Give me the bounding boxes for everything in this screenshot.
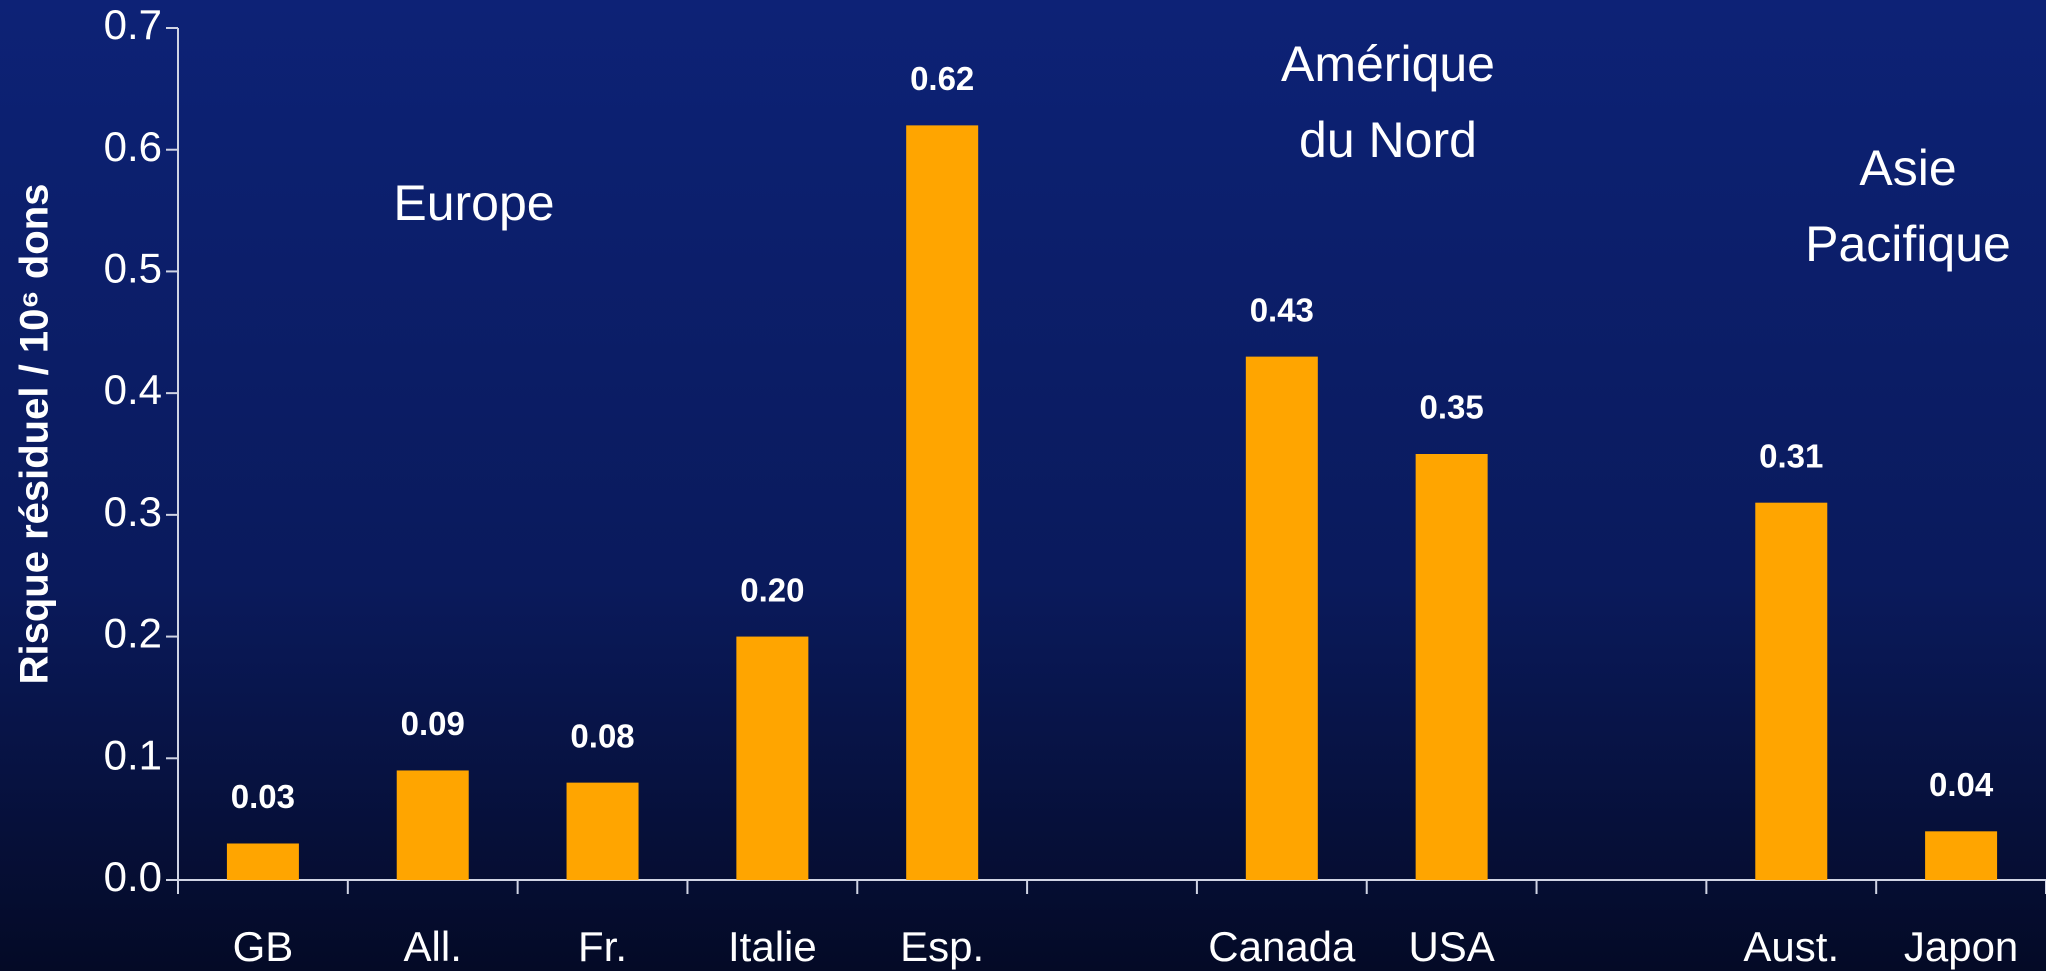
x-tick-label: Japon <box>1904 923 2018 970</box>
y-tick-label: 0.7 <box>104 1 162 48</box>
y-tick-label: 0.6 <box>104 123 162 170</box>
bar <box>1415 454 1488 880</box>
y-tick-label: 0.2 <box>104 610 162 657</box>
value-label: 0.35 <box>1420 389 1484 426</box>
y-tick-label: 0.4 <box>104 366 162 413</box>
bar <box>566 782 639 880</box>
y-tick-label: 0.5 <box>104 245 162 292</box>
bar <box>1925 831 1998 880</box>
value-label: 0.62 <box>910 60 974 97</box>
region-label: Europe <box>393 175 554 231</box>
x-tick-label: GB <box>233 923 294 970</box>
region-label: Amérique <box>1281 36 1495 92</box>
bar <box>1755 502 1828 880</box>
region-label: Asie <box>1859 140 1956 196</box>
x-tick-label: Esp. <box>900 923 984 970</box>
x-tick-label: USA <box>1408 923 1494 970</box>
x-tick-label: Italie <box>728 923 817 970</box>
x-tick-label: Aust. <box>1743 923 1839 970</box>
x-tick-label: Fr. <box>578 923 627 970</box>
y-tick-label: 0.3 <box>104 488 162 535</box>
bar <box>1245 356 1318 881</box>
y-tick-label: 0.1 <box>104 731 162 778</box>
bar <box>906 125 979 880</box>
value-label: 0.08 <box>570 717 634 754</box>
value-label: 0.43 <box>1250 291 1314 328</box>
value-label: 0.03 <box>231 778 295 815</box>
bar <box>736 636 809 880</box>
value-label: 0.09 <box>401 705 465 742</box>
x-tick-label: Canada <box>1208 923 1356 970</box>
y-tick-label: 0.0 <box>104 853 162 900</box>
y-axis-title: Risque résiduel / 10⁶ dons <box>13 184 57 685</box>
bar <box>226 843 299 880</box>
region-label: du Nord <box>1299 112 1477 168</box>
value-label: 0.04 <box>1929 766 1994 803</box>
value-label: 0.20 <box>740 571 804 608</box>
bar <box>396 770 469 880</box>
region-label: Pacifique <box>1805 216 2011 272</box>
x-tick-label: All. <box>404 923 462 970</box>
value-label: 0.31 <box>1759 437 1823 474</box>
